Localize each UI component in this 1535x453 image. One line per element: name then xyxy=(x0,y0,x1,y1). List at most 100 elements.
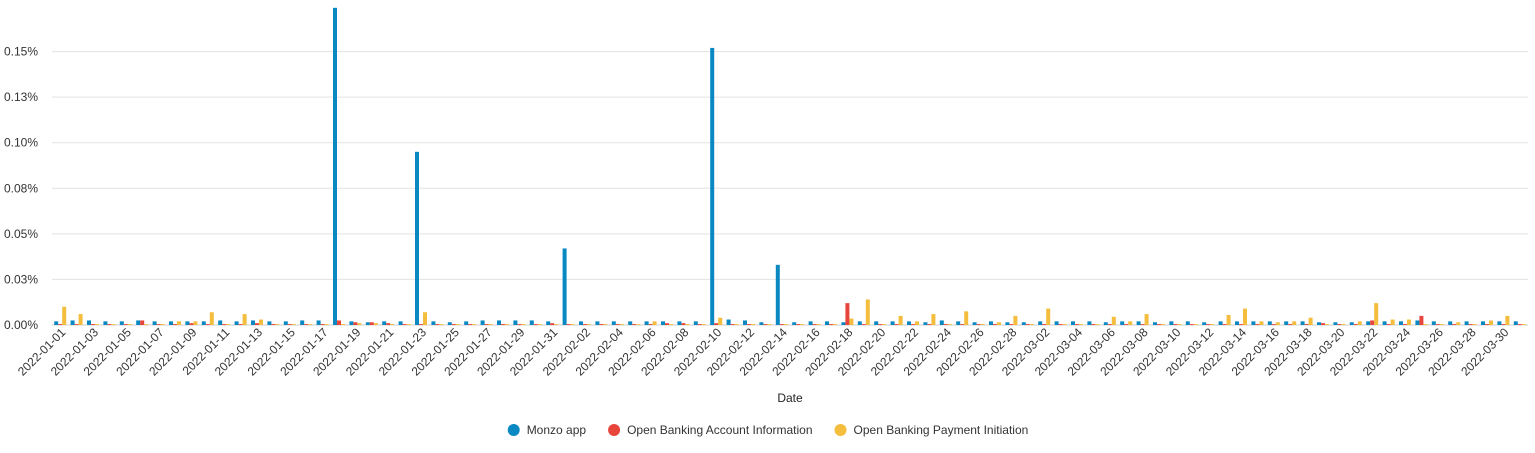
legend-swatch xyxy=(507,424,520,436)
bar-open-banking-account-information xyxy=(1435,324,1440,325)
legend-label: Monzo app xyxy=(527,423,587,437)
bar-monzo-app xyxy=(857,321,862,325)
bar-open-banking-account-information xyxy=(451,324,456,325)
bar-monzo-app xyxy=(169,321,173,325)
y-tick-label: 0.13% xyxy=(4,90,38,104)
bar-open-banking-payment-initiation xyxy=(570,324,575,325)
bar-open-banking-account-information xyxy=(386,323,391,325)
bar-open-banking-payment-initiation xyxy=(1357,321,1362,325)
grid-lines xyxy=(52,51,1528,326)
bar-open-banking-account-information xyxy=(304,324,309,325)
bar-monzo-app xyxy=(1038,321,1043,325)
bar-open-banking-payment-initiation xyxy=(505,324,509,325)
bar-open-banking-account-information xyxy=(1304,324,1309,325)
bar-open-banking-payment-initiation xyxy=(783,324,788,325)
bar-monzo-app xyxy=(1349,322,1354,325)
bar-open-banking-payment-initiation xyxy=(947,324,952,325)
bar-open-banking-account-information xyxy=(58,324,63,325)
bar-monzo-app xyxy=(1071,321,1075,325)
bar-open-banking-account-information xyxy=(615,324,620,325)
bar-open-banking-payment-initiation xyxy=(275,324,280,325)
bar-open-banking-account-information xyxy=(173,324,177,325)
bar-monzo-app xyxy=(447,322,452,325)
y-tick-label: 0.05% xyxy=(4,227,38,241)
bar-open-banking-account-information xyxy=(1173,324,1178,325)
bar-open-banking-payment-initiation xyxy=(1374,303,1379,325)
bar-open-banking-account-information xyxy=(255,323,259,325)
bar-open-banking-account-information xyxy=(1157,324,1161,325)
bar-open-banking-payment-initiation xyxy=(111,324,116,325)
bar-monzo-app xyxy=(1497,321,1502,325)
bar-open-banking-account-information xyxy=(1370,320,1375,325)
y-axis-ticks: 0.00% 0.03% 0.05% 0.08% 0.10% 0.13% 0.15% xyxy=(4,45,38,332)
bar-monzo-app xyxy=(1464,321,1469,325)
bar-open-banking-payment-initiation xyxy=(1472,324,1477,325)
bar-monzo-app xyxy=(661,321,665,325)
bar-open-banking-account-information xyxy=(1222,324,1227,325)
bar-monzo-app xyxy=(775,264,780,325)
bar-open-banking-payment-initiation xyxy=(997,322,1001,325)
bar-open-banking-account-information xyxy=(1124,324,1129,325)
bar-open-banking-account-information xyxy=(845,303,850,325)
bars xyxy=(54,7,1526,326)
x-axis-title: Date xyxy=(777,391,803,405)
bar-open-banking-account-information xyxy=(697,324,702,325)
bar-open-banking-account-information xyxy=(1271,324,1276,325)
bar-open-banking-payment-initiation xyxy=(1210,324,1215,325)
bar-monzo-app xyxy=(611,321,616,325)
bar-open-banking-account-information xyxy=(1189,324,1194,325)
bar-monzo-app xyxy=(595,321,600,325)
bar-open-banking-account-information xyxy=(484,324,489,325)
bar-open-banking-payment-initiation xyxy=(324,324,329,325)
bar-open-banking-account-information xyxy=(91,324,95,325)
bar-open-banking-account-information xyxy=(320,324,325,325)
bar-open-banking-account-information xyxy=(468,324,473,325)
bar-open-banking-payment-initiation xyxy=(587,324,591,325)
bar-monzo-app xyxy=(939,320,944,325)
bar-monzo-app xyxy=(956,321,961,325)
bar-monzo-app xyxy=(1513,321,1518,325)
bar-open-banking-account-information xyxy=(123,324,128,325)
bar-open-banking-payment-initiation xyxy=(1243,308,1247,325)
bar-open-banking-account-information xyxy=(796,324,801,325)
bar-open-banking-payment-initiation xyxy=(1062,324,1067,325)
bar-open-banking-account-information xyxy=(566,324,571,325)
bar-open-banking-account-information xyxy=(911,324,915,325)
bar-open-banking-payment-initiation xyxy=(226,324,231,325)
bar-open-banking-payment-initiation xyxy=(160,324,165,325)
bar-monzo-app xyxy=(497,320,501,325)
bar-open-banking-payment-initiation xyxy=(1029,324,1034,325)
bar-open-banking-payment-initiation xyxy=(1423,324,1428,325)
bar-open-banking-account-information xyxy=(747,324,751,325)
bar-open-banking-payment-initiation xyxy=(1013,315,1018,325)
bar-monzo-app xyxy=(1021,322,1026,325)
bar-open-banking-payment-initiation xyxy=(390,324,395,325)
bar-open-banking-account-information xyxy=(1009,324,1014,325)
bar-open-banking-payment-initiation xyxy=(472,324,477,325)
bar-monzo-app xyxy=(808,321,813,325)
bar-open-banking-account-information xyxy=(993,324,997,325)
bar-open-banking-account-information xyxy=(779,324,784,325)
bar-open-banking-payment-initiation xyxy=(1161,324,1165,325)
bar-monzo-app xyxy=(185,321,190,325)
bar-open-banking-account-information xyxy=(829,324,833,325)
bar-open-banking-payment-initiation xyxy=(636,324,641,325)
bar-open-banking-account-information xyxy=(435,324,440,325)
bar-open-banking-payment-initiation xyxy=(1407,319,1411,325)
bar-open-banking-payment-initiation xyxy=(488,324,493,325)
bar-open-banking-payment-initiation xyxy=(1439,324,1444,325)
bar-open-banking-payment-initiation xyxy=(964,311,969,325)
bar-open-banking-payment-initiation xyxy=(1144,314,1149,325)
bar-open-banking-account-information xyxy=(107,324,112,325)
bar-open-banking-account-information xyxy=(976,324,981,325)
bar-monzo-app xyxy=(1202,322,1207,325)
bar-open-banking-payment-initiation xyxy=(701,324,706,325)
bar-open-banking-account-information xyxy=(402,324,407,325)
bar-open-banking-payment-initiation xyxy=(603,324,608,325)
bar-monzo-app xyxy=(1333,322,1338,325)
bar-open-banking-payment-initiation xyxy=(1292,321,1297,325)
bar-monzo-app xyxy=(529,320,534,325)
bar-open-banking-payment-initiation xyxy=(865,299,870,325)
bar-open-banking-payment-initiation xyxy=(734,324,739,325)
bar-monzo-app xyxy=(677,321,682,325)
